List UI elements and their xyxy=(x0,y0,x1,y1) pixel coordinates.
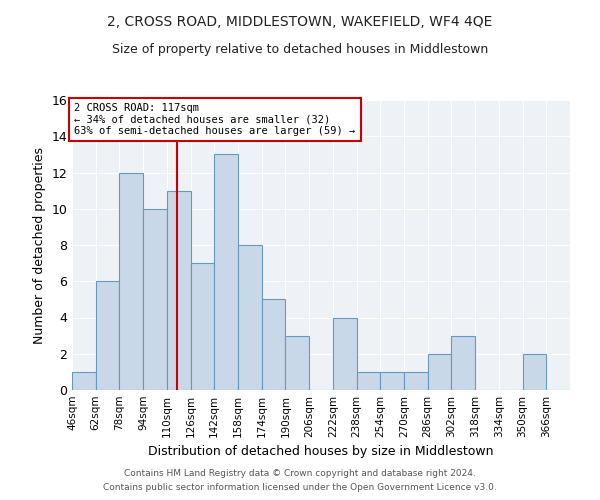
Bar xyxy=(72,372,96,390)
Y-axis label: Number of detached properties: Number of detached properties xyxy=(33,146,46,344)
Text: Contains public sector information licensed under the Open Government Licence v3: Contains public sector information licen… xyxy=(103,484,497,492)
Bar xyxy=(143,209,167,390)
Bar xyxy=(356,372,380,390)
Bar xyxy=(238,245,262,390)
Bar xyxy=(286,336,309,390)
Bar xyxy=(119,172,143,390)
Bar xyxy=(191,263,214,390)
Text: 2 CROSS ROAD: 117sqm
← 34% of detached houses are smaller (32)
63% of semi-detac: 2 CROSS ROAD: 117sqm ← 34% of detached h… xyxy=(74,103,356,136)
X-axis label: Distribution of detached houses by size in Middlestown: Distribution of detached houses by size … xyxy=(148,446,494,458)
Bar xyxy=(523,354,546,390)
Text: 2, CROSS ROAD, MIDDLESTOWN, WAKEFIELD, WF4 4QE: 2, CROSS ROAD, MIDDLESTOWN, WAKEFIELD, W… xyxy=(107,15,493,29)
Bar xyxy=(214,154,238,390)
Bar xyxy=(451,336,475,390)
Bar xyxy=(428,354,451,390)
Bar xyxy=(167,190,191,390)
Bar xyxy=(96,281,119,390)
Text: Size of property relative to detached houses in Middlestown: Size of property relative to detached ho… xyxy=(112,42,488,56)
Bar xyxy=(404,372,428,390)
Text: Contains HM Land Registry data © Crown copyright and database right 2024.: Contains HM Land Registry data © Crown c… xyxy=(124,468,476,477)
Bar xyxy=(262,300,286,390)
Bar xyxy=(333,318,356,390)
Bar xyxy=(380,372,404,390)
